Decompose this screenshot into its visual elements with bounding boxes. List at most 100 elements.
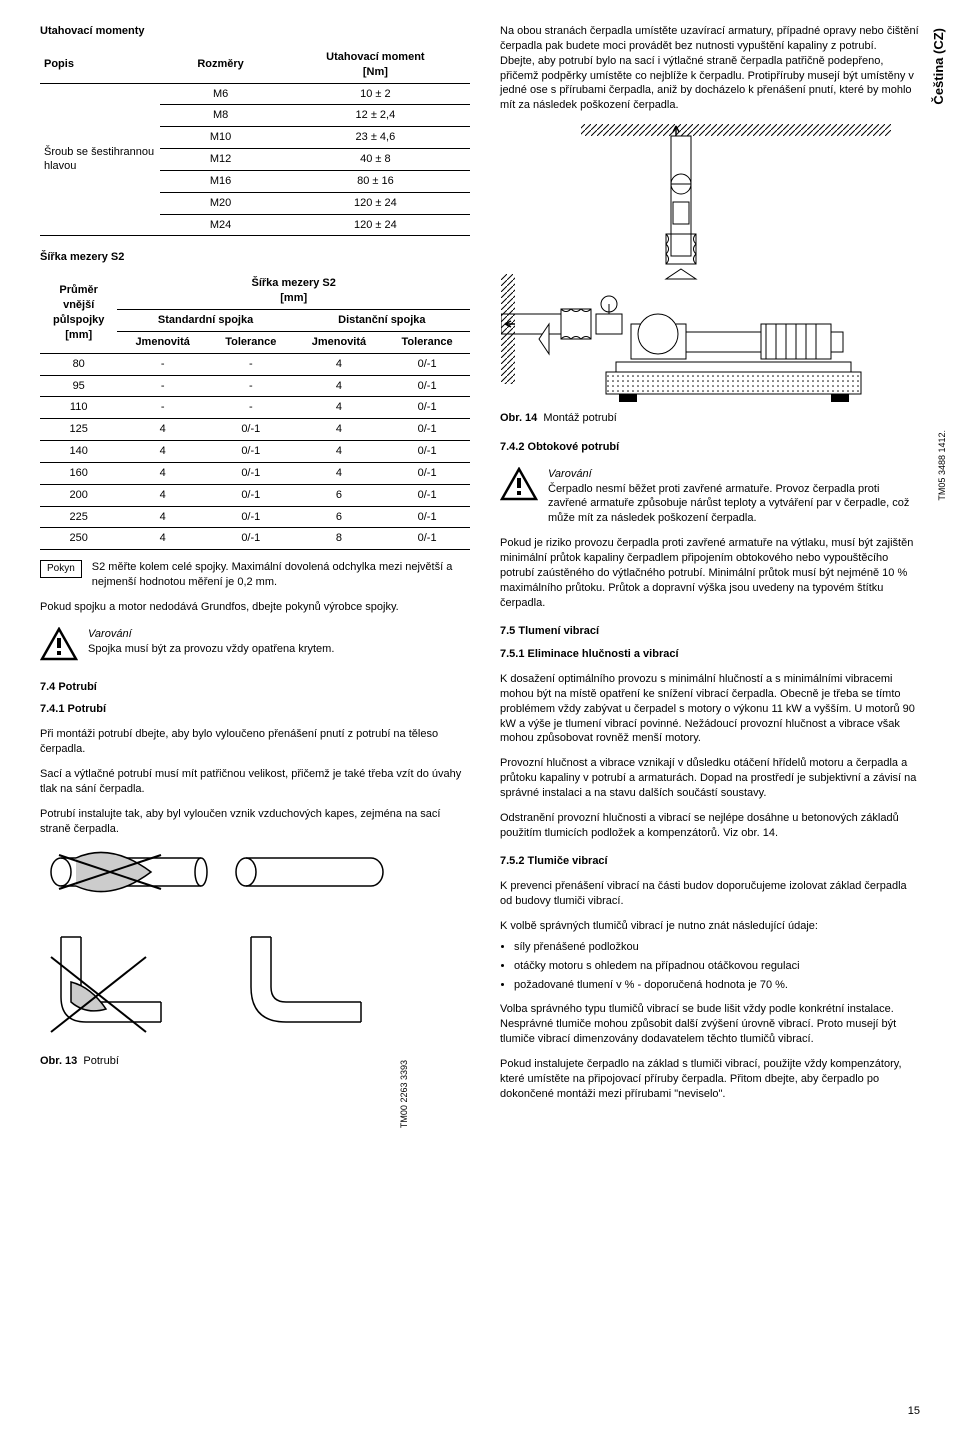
cell: M8 [160,105,280,127]
note-text: S2 měřte kolem celé spojky. Maximální do… [92,560,470,590]
fig13-num: Obr. 13 [40,1055,77,1067]
cell: - [208,397,294,419]
cell: 0/-1 [208,528,294,550]
cell: 4 [117,462,208,484]
p752b: K volbě správných tlumičů vibrací je nut… [500,919,920,934]
torque-th-popis: Popis [40,47,160,83]
cell: 125 [40,419,117,441]
cell: 0/-1 [384,419,470,441]
list-item: požadované tlumení v % - doporučená hodn… [514,978,920,993]
cell: 12 ± 2,4 [281,105,470,127]
cell: 6 [294,484,385,506]
warning-text: Spojka musí být za provozu vždy opatřena… [88,642,334,657]
cell: 0/-1 [208,419,294,441]
s2-sub-std: Standardní spojka [117,309,293,331]
torque-table: Popis Rozměry Utahovací moment [Nm] Šrou… [40,47,470,237]
cell: 120 ± 24 [281,214,470,236]
s2-sub-tol2: Tolerance [384,331,470,353]
p752a: K prevenci přenášení vibrací na části bu… [500,879,920,909]
cell: 4 [117,441,208,463]
cell: - [117,353,208,375]
cell: M24 [160,214,280,236]
heading-751: 7.5.1 Eliminace hlučnosti a vibrací [500,647,920,662]
language-side-label: Čeština (CZ) [930,28,948,105]
s2-sub-dist: Distanční spojka [294,309,470,331]
figure-13 [40,846,470,1048]
p741b: Sací a výtlačné potrubí musí mít patřičn… [40,767,470,797]
left-column: Utahovací momenty Popis Rozměry Utahovac… [40,24,470,1101]
heading-75: 7.5 Tlumení vibrací [500,624,920,639]
bullet-list: síly přenášené podložkou otáčky motoru s… [500,940,920,993]
p751b: Provozní hlučnost a vibrace vznikají v d… [500,756,920,801]
two-column-layout: Utahovací momenty Popis Rozměry Utahovac… [40,24,920,1101]
cell: 4 [294,397,385,419]
cell: 23 ± 4,6 [281,127,470,149]
cell: - [208,353,294,375]
cell: 4 [117,419,208,441]
p742: Pokud je riziko provozu čerpadla proti z… [500,536,920,610]
list-item: síly přenášené podložkou [514,940,920,955]
heading-s2-gap: Šířka mezery S2 [40,250,470,265]
cell: 4 [117,484,208,506]
warning-icon [500,467,538,506]
cell: 0/-1 [208,484,294,506]
heading-741: 7.4.1 Potrubí [40,702,470,717]
cell: 4 [294,419,385,441]
torque-th-moment: Utahovací moment [Nm] [281,47,470,83]
torque-th-rozmer: Rozměry [160,47,280,83]
para-after-note: Pokud spojku a motor nedodává Grundfos, … [40,600,470,615]
cell: 0/-1 [208,462,294,484]
p752d: Pokud instalujete čerpadlo na základ s t… [500,1057,920,1102]
cell: 0/-1 [384,484,470,506]
p741c: Potrubí instalujte tak, aby byl vyloučen… [40,807,470,837]
figure-code-right: TM05 3488 1412. [936,430,948,501]
cell: 4 [294,462,385,484]
p751c: Odstranění provozní hlučnosti a vibrací … [500,811,920,841]
fig14-num: Obr. 14 [500,412,537,424]
cell: 160 [40,462,117,484]
cell: 0/-1 [384,462,470,484]
warning-text-block-2: Varování Čerpadlo nesmí běžet proti zavř… [548,467,920,526]
figure-code-left: TM00 2263 3393 [398,1060,410,1128]
cell: 8 [294,528,385,550]
pipe-diagram-icon [41,847,401,1047]
heading-torque: Utahovací momenty [40,24,470,39]
cell: 0/-1 [384,375,470,397]
cell: 0/-1 [384,441,470,463]
heading-742: 7.4.2 Obtokové potrubí [500,440,920,455]
cell: 6 [294,506,385,528]
note-label: Pokyn [40,560,82,578]
s2-sub-nom: Jmenovitá [117,331,208,353]
cell: 0/-1 [384,397,470,419]
cell: - [208,375,294,397]
page-number: 15 [908,1404,920,1419]
warning-label: Varování [88,627,334,642]
cell: 10 ± 2 [281,83,470,105]
s2-sub-nom2: Jmenovitá [294,331,385,353]
p751a: K dosažení optimálního provozu s minimál… [500,672,920,746]
cell: 4 [117,528,208,550]
warning-text-2: Čerpadlo nesmí běžet proti zavřené armat… [548,482,920,527]
figure-14-caption: Obr. 14 Montáž potrubí [500,411,920,426]
heading-74: 7.4 Potrubí [40,680,470,695]
cell: 0/-1 [208,441,294,463]
list-item: otáčky motoru s ohledem na případnou otá… [514,959,920,974]
cell: M6 [160,83,280,105]
cell: 0/-1 [384,528,470,550]
cell: 4 [117,506,208,528]
cell: M20 [160,192,280,214]
cell: M16 [160,170,280,192]
torque-rowlabel: Šroub se šestihrannou hlavou [40,83,160,236]
cell: 250 [40,528,117,550]
warning-row-1: Varování Spojka musí být za provozu vždy… [40,627,470,666]
cell: 225 [40,506,117,528]
cell: 0/-1 [208,506,294,528]
cell: 120 ± 24 [281,192,470,214]
fig13-label: Potrubí [83,1055,118,1067]
s2-group-header: Šířka mezery S2 [mm] [117,273,470,309]
figure-14 [500,123,920,405]
cell: 140 [40,441,117,463]
cell: 0/-1 [384,506,470,528]
cell: 4 [294,353,385,375]
cell: M10 [160,127,280,149]
